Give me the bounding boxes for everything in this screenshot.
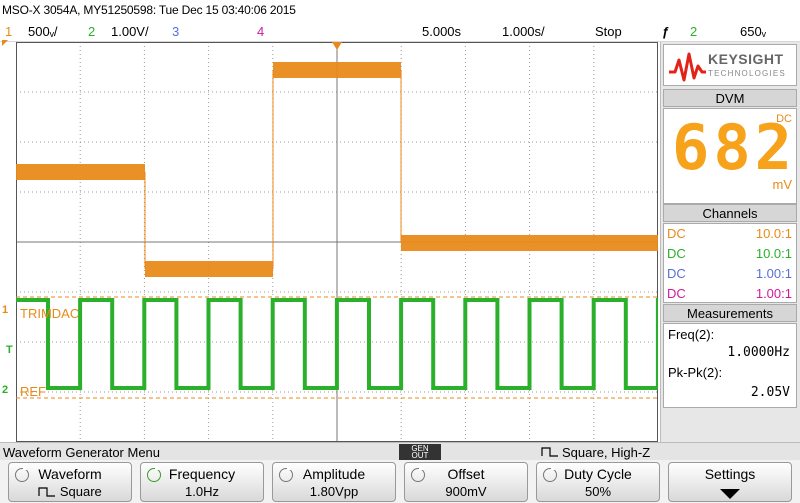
trigger-source[interactable]: 2 bbox=[690, 24, 698, 39]
gen-out-line2: OUT bbox=[411, 451, 429, 460]
channels-list: DC 10.0:1 DC 10.0:1 DC 1.00:1 DC 1.00:1 bbox=[663, 223, 797, 303]
ch2-probe: 10.0:1 bbox=[755, 246, 792, 261]
measurements-header[interactable]: Measurements bbox=[663, 304, 797, 322]
waveform-description: Square, High-Z bbox=[562, 445, 651, 460]
ch4-number[interactable]: 4 bbox=[257, 24, 265, 39]
dvm-value: 682 bbox=[672, 111, 796, 184]
measurement-label: Freq(2): bbox=[668, 327, 715, 342]
softkey-value: 1.0Hz bbox=[185, 484, 219, 499]
softkey-value: 1.80Vpp bbox=[309, 484, 359, 499]
softkey-label: Offset bbox=[447, 466, 485, 482]
side-panel: KEYSIGHT TECHNOLOGIES DVM 682 DC mV Chan… bbox=[660, 42, 800, 442]
channel-row-4[interactable]: DC 1.00:1 bbox=[664, 284, 796, 304]
softkey-value: Square bbox=[9, 484, 131, 499]
softkey-label: Duty Cycle bbox=[564, 466, 632, 482]
menu-title: Waveform Generator Menu bbox=[3, 445, 161, 460]
knob-icon bbox=[15, 466, 29, 482]
menu-bar: Waveform Generator Menu GEN OUT Square, … bbox=[0, 442, 800, 460]
knob-icon bbox=[411, 466, 425, 482]
measurements-list: Freq(2): 1.0000Hz Pk-Pk(2): 2.05V bbox=[663, 323, 797, 408]
softkey-label: Frequency bbox=[168, 466, 236, 482]
ch3-number[interactable]: 3 bbox=[172, 24, 180, 39]
channel-row-1[interactable]: DC 10.0:1 bbox=[664, 224, 796, 244]
arrow-down-icon bbox=[720, 489, 740, 499]
ch1-trace-label: TRIMDAC bbox=[20, 306, 79, 321]
trigger-position-marker[interactable] bbox=[332, 42, 342, 50]
dvm-unit: mV bbox=[772, 177, 793, 192]
ch1-step-band bbox=[401, 235, 658, 251]
square-wave-icon bbox=[541, 447, 558, 457]
ch1-coupling: DC bbox=[667, 226, 686, 241]
ch2-coupling: DC bbox=[667, 246, 686, 261]
ch1-scale[interactable]: 500ᵥ/ bbox=[28, 24, 58, 39]
ch1-number[interactable]: 1 bbox=[5, 24, 13, 39]
ch2-square-wave bbox=[16, 298, 658, 390]
measurement-value: 2.05V bbox=[750, 385, 790, 400]
ch2-ground-marker[interactable]: 2 bbox=[2, 384, 9, 396]
ch1-ground-marker[interactable]: 1 bbox=[2, 304, 9, 316]
dvm-display: 682 DC mV bbox=[663, 108, 797, 204]
brand-subtitle: TECHNOLOGIES bbox=[708, 69, 786, 78]
channel-markers: 1 T 2 bbox=[0, 40, 16, 442]
softkey-value: 900mV bbox=[445, 484, 487, 499]
ch4-probe: 1.00:1 bbox=[755, 286, 792, 301]
keysight-wave-icon bbox=[669, 52, 706, 82]
ch1-trace bbox=[16, 62, 658, 399]
softkey-label: Settings bbox=[704, 466, 756, 482]
gen-out-indicator: GEN OUT bbox=[399, 444, 441, 460]
softkey-label: Waveform bbox=[38, 466, 102, 482]
title-bar: MSO-X 3054A, MY51250598: Tue Dec 15 03:4… bbox=[0, 0, 800, 20]
trigger-edge-icon: ƒ bbox=[662, 24, 670, 39]
square-wave-icon bbox=[38, 487, 56, 497]
run-state[interactable]: Stop bbox=[595, 24, 622, 39]
gen-out-line1: GEN bbox=[411, 444, 429, 453]
time-scale[interactable]: 1.000s/ bbox=[502, 24, 545, 39]
channels-header[interactable]: Channels bbox=[663, 204, 797, 222]
time-delay[interactable]: 5.000s bbox=[422, 24, 462, 39]
channel-row-2[interactable]: DC 10.0:1 bbox=[664, 244, 796, 264]
status-bar: 1 500ᵥ/ 2 1.00V/ 3 4 5.000s 1.000s/ Stop… bbox=[0, 20, 800, 42]
dvm-header[interactable]: DVM bbox=[663, 89, 797, 107]
ch1-step-band bbox=[16, 164, 145, 180]
softkey-label: Amplitude bbox=[302, 466, 366, 482]
ch2-number[interactable]: 2 bbox=[88, 24, 96, 39]
softkey-value-text: Square bbox=[59, 484, 102, 499]
amplitude-softkey[interactable]: Amplitude 1.80Vpp bbox=[272, 462, 396, 502]
knob-icon bbox=[147, 466, 161, 482]
knob-icon bbox=[279, 466, 293, 482]
softkey-value: 50% bbox=[584, 484, 612, 499]
knob-icon bbox=[543, 466, 557, 482]
ch1-step-band bbox=[145, 261, 273, 277]
measurement-label: Pk-Pk(2): bbox=[668, 365, 723, 380]
softkey-bar: Waveform Square Frequency 1.0Hz Amplitud… bbox=[0, 460, 800, 503]
ch2-scale[interactable]: 1.00V/ bbox=[111, 24, 149, 39]
waveform-display[interactable]: TRIMDAC REF bbox=[16, 42, 658, 442]
ch1-top-marker bbox=[2, 40, 8, 46]
ch1-probe: 10.0:1 bbox=[755, 226, 792, 241]
waveform-softkey[interactable]: Waveform Square bbox=[8, 462, 132, 502]
trigger-level[interactable]: 650ᵥ bbox=[740, 24, 766, 39]
ch2-trace-label: REF bbox=[20, 384, 46, 399]
frequency-softkey[interactable]: Frequency 1.0Hz bbox=[140, 462, 264, 502]
ch3-probe: 1.00:1 bbox=[755, 266, 792, 281]
settings-softkey[interactable]: Settings bbox=[668, 462, 792, 502]
brand-name: KEYSIGHT bbox=[708, 51, 784, 67]
ch4-coupling: DC bbox=[667, 286, 686, 301]
ch2-trace bbox=[16, 298, 658, 390]
duty-cycle-softkey[interactable]: Duty Cycle 50% bbox=[536, 462, 660, 502]
brand-logo: KEYSIGHT TECHNOLOGIES bbox=[663, 44, 797, 86]
dvm-coupling: DC bbox=[776, 113, 792, 125]
ch3-coupling: DC bbox=[667, 266, 686, 281]
instrument-title: MSO-X 3054A, MY51250598: Tue Dec 15 03:4… bbox=[2, 3, 296, 17]
waveform-canvas: TRIMDAC REF bbox=[16, 42, 658, 442]
ch1-step-band bbox=[273, 62, 401, 78]
channel-row-3[interactable]: DC 1.00:1 bbox=[664, 264, 796, 284]
offset-softkey[interactable]: Offset 900mV bbox=[404, 462, 528, 502]
trigger-level-marker[interactable]: T bbox=[6, 344, 13, 356]
measurement-value: 1.0000Hz bbox=[727, 345, 790, 360]
